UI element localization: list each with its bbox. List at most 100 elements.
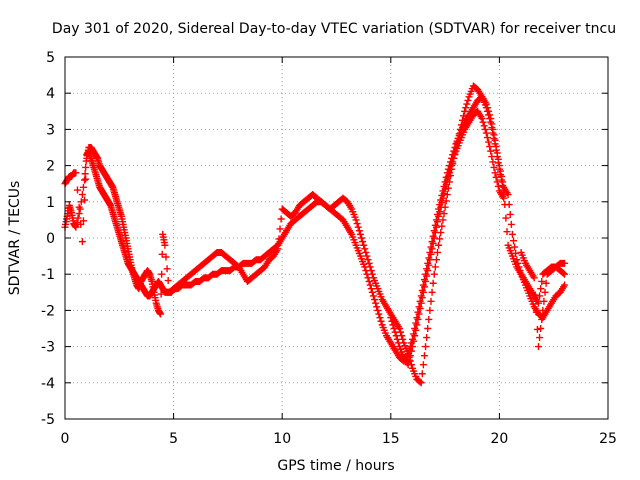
track-a-marker [510,237,518,245]
track-b-marker [443,191,451,199]
track-c-marker [445,169,453,177]
track-c-marker [438,199,446,207]
track-b-marker [79,217,87,225]
x-tick-label: 10 [273,431,291,447]
track-c-marker [410,337,418,345]
track-b-marker [461,107,469,115]
y-tick-label: -5 [41,412,55,428]
track-a-marker [372,299,380,307]
x-tick-labels: 0 5 10 15 20 25 [61,431,617,447]
track-b-marker [419,361,427,369]
track-c-marker [481,125,489,133]
track-b-marker [82,175,90,183]
track-c-marker [537,325,545,332]
track-b-marker [158,270,166,278]
track-b-marker [424,325,432,332]
track-c-marker [541,288,549,296]
track-b-marker [436,235,444,243]
track-c-marker [536,334,544,342]
track-c-marker [393,335,401,343]
track-b-marker [435,241,443,249]
y-tick-label: -1 [41,267,55,283]
track-b-marker [274,245,282,253]
track-c-marker [448,162,456,170]
track-b-marker [534,299,542,307]
track-c-marker [500,194,508,202]
track-b-marker [420,352,428,360]
track-b-marker [162,253,170,261]
track-c-marker [482,129,490,137]
track-a-marker [365,277,373,285]
track-c-marker [489,158,497,166]
y-tick-label: -3 [41,340,55,356]
track-c-marker [406,352,414,360]
track-c-marker [493,178,501,186]
track-b-marker [363,252,371,260]
track-b-marker [78,238,86,246]
track-b-marker [444,184,452,192]
track-c-marker [494,182,502,190]
track-b-marker [158,250,166,258]
track-a-marker [507,220,515,228]
track-a-marker [511,243,519,251]
track-c-marker [450,154,458,162]
track-b-marker [354,223,362,231]
y-axis-label: SDTVAR / TECUs [7,181,23,296]
track-a-marker [72,223,80,231]
track-a-marker [82,163,90,171]
track-c-marker [449,158,457,166]
chart-title: Day 301 of 2020, Sidereal Day-to-day VTE… [52,21,616,37]
track-c-marker [413,321,421,329]
track-c-marker [488,153,496,161]
y-tick-label: -4 [41,376,55,392]
track-c-marker [538,315,546,323]
y-tick-label: 0 [46,231,55,247]
track-b-marker [489,129,497,137]
track-b-marker [163,265,171,273]
track-c-marker [432,223,440,231]
track-c-marker [542,279,550,287]
y-tick-label: 5 [46,50,55,66]
x-axis-label: GPS time / hours [277,458,394,474]
track-b-marker [460,112,468,120]
track-a-marker [371,296,379,304]
x-tick-label: 5 [169,431,178,447]
track-a-marker [369,292,377,300]
track-c-marker [425,261,433,269]
track-b-marker [164,277,172,285]
track-a-marker [78,191,86,199]
track-c-marker [444,172,452,180]
track-b-marker [362,248,370,256]
track-a-marker [73,219,81,227]
track-c-marker [436,208,444,216]
track-c-marker [389,321,397,329]
track-c-marker [411,332,419,340]
track-b-marker [491,140,499,148]
track-b-marker [77,220,85,228]
track-a-marker [374,306,382,314]
track-a-marker [74,214,82,222]
track-c-marker [417,299,425,307]
track-c-marker [431,229,439,237]
track-c-marker [390,325,398,332]
track-b-marker [488,124,496,132]
track-b-marker [352,216,360,224]
track-b-marker [490,134,498,142]
track-b-marker [482,104,490,112]
track-c-marker [485,138,493,146]
track-b-marker [432,256,440,264]
track-c-marker [430,234,438,242]
y-tick-label: 4 [46,86,55,102]
axis-ticks [64,56,609,420]
track-b-marker [368,270,376,278]
track-b-marker [73,186,81,194]
track-c-marker [532,308,540,316]
track-a-marker [376,314,384,322]
track-a-marker [75,210,83,218]
track-a-marker [375,310,383,318]
track-c-marker [394,339,402,347]
track-c-marker [416,305,424,313]
y-tick-label: 1 [46,195,55,211]
track-c-marker [419,288,427,296]
